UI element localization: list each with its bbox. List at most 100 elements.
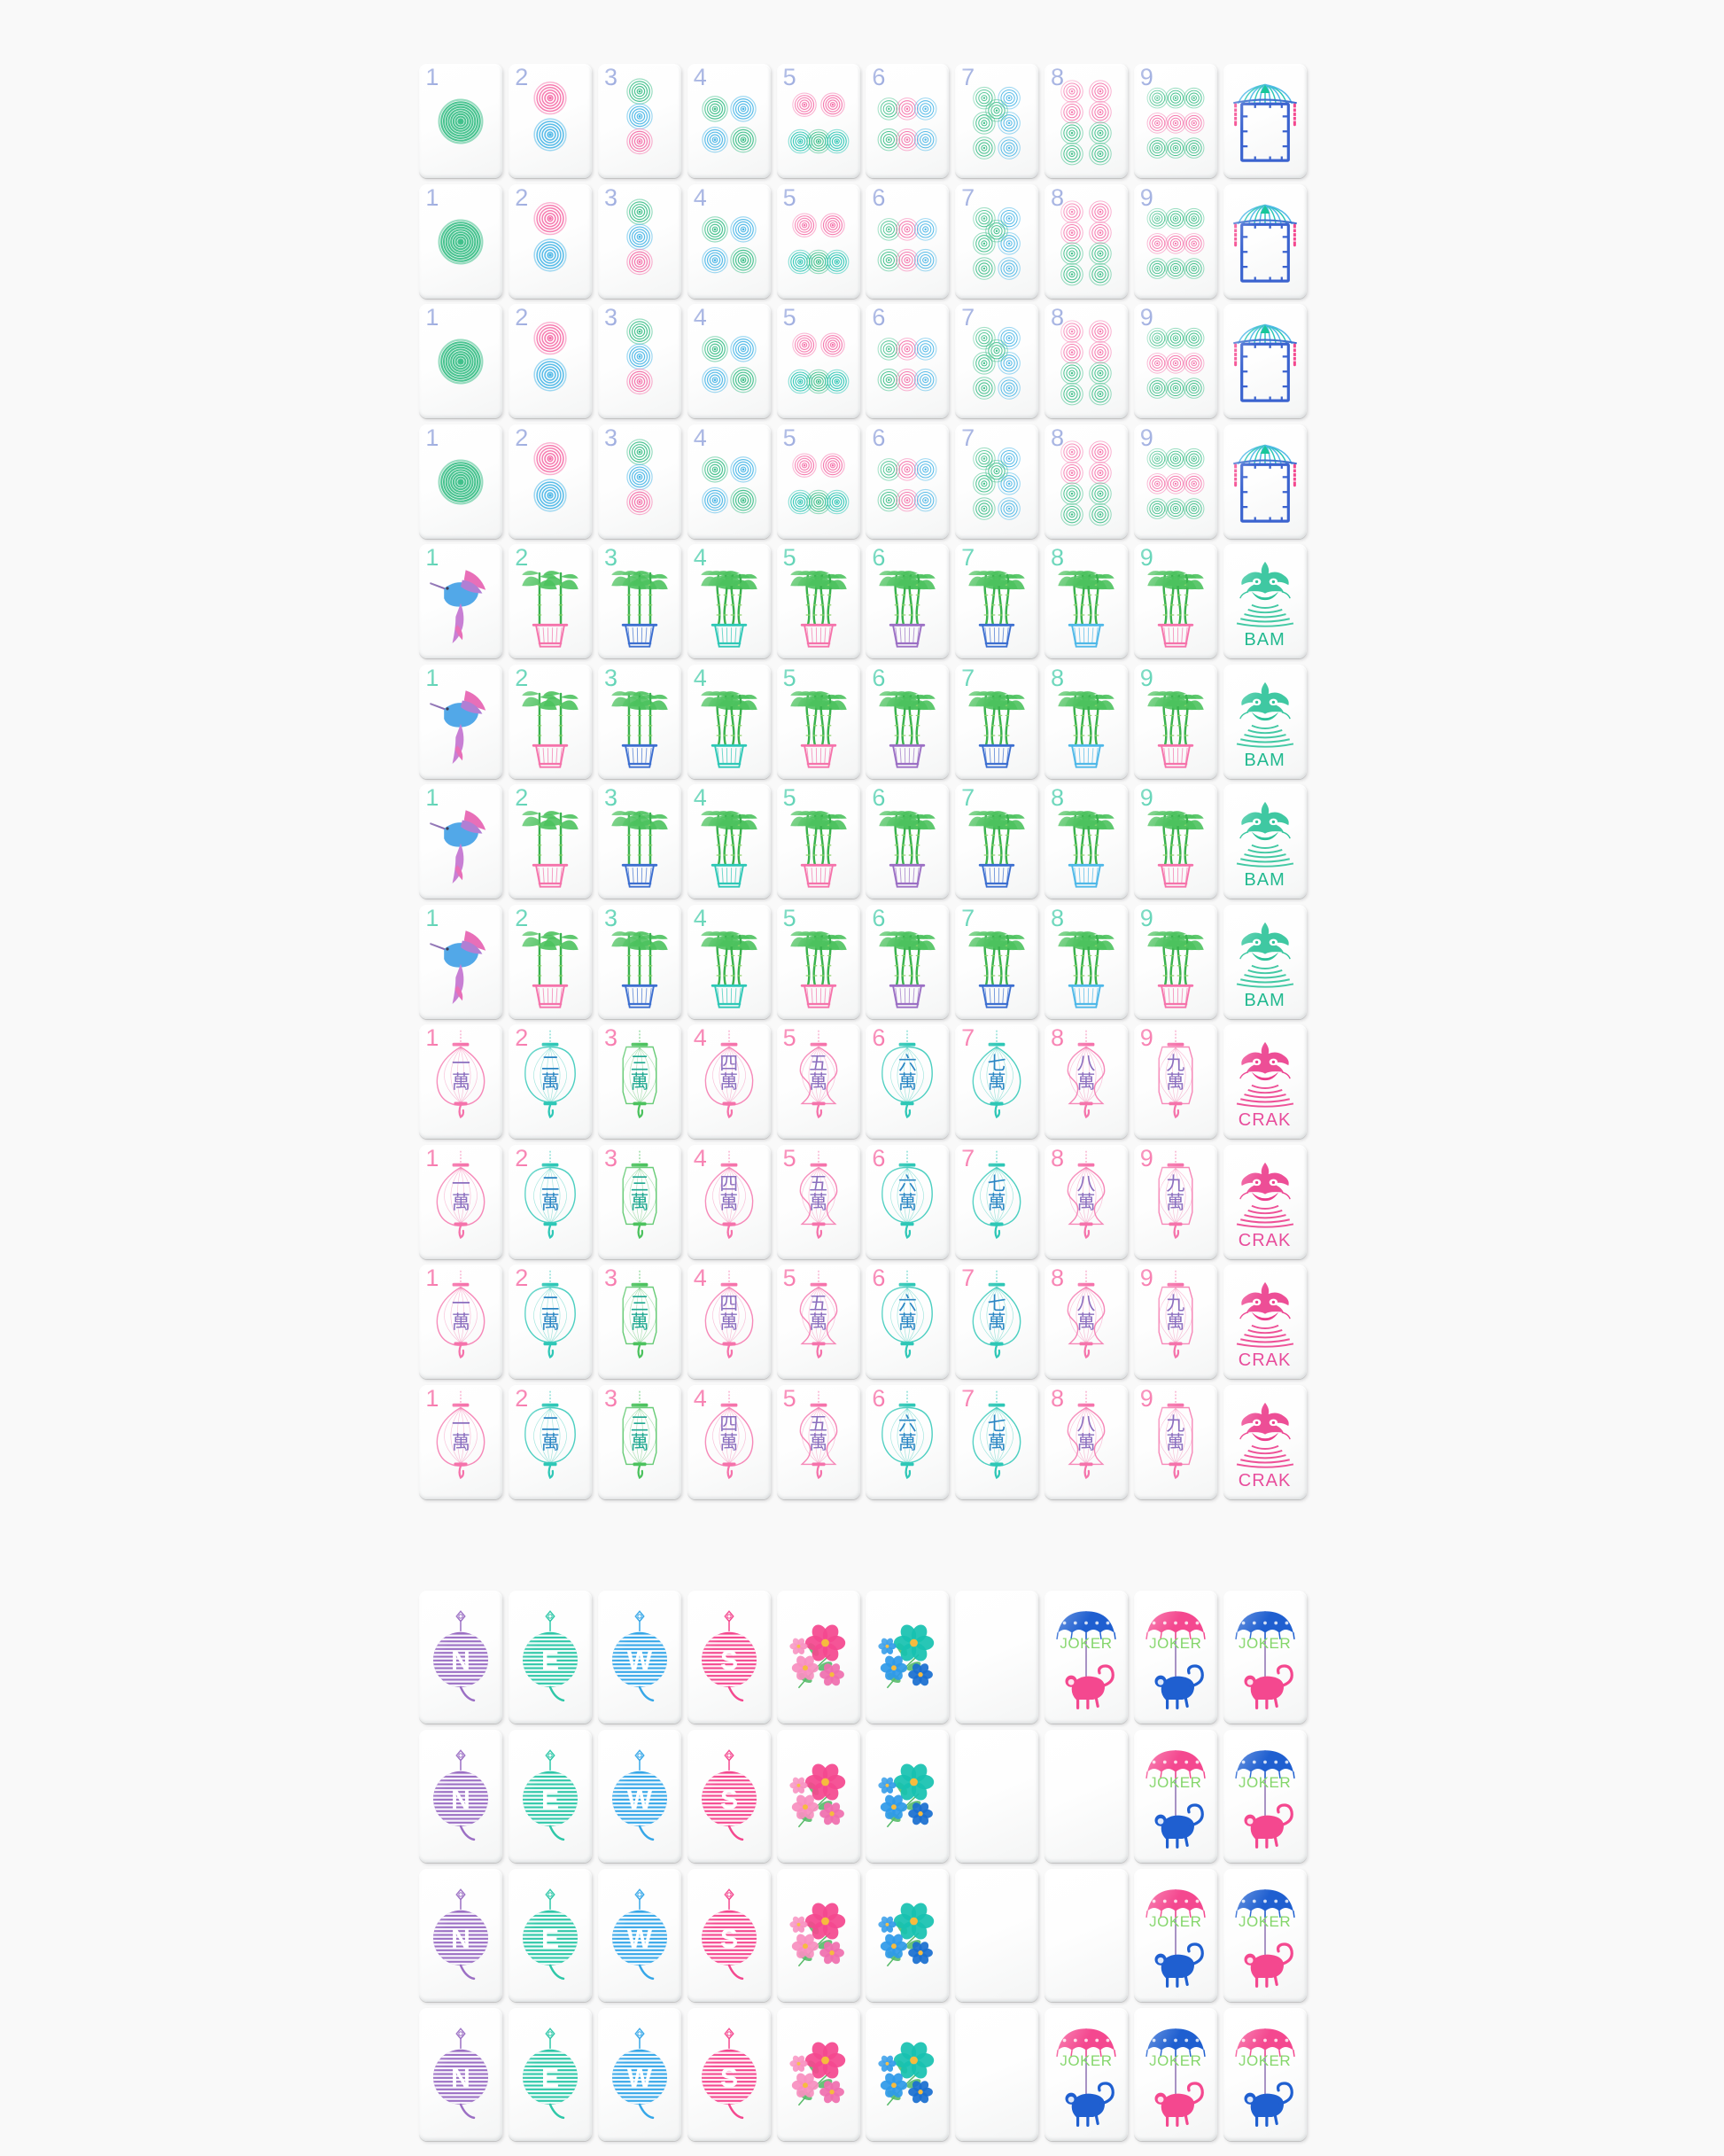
- tile-dot-1[interactable]: 1: [419, 183, 503, 299]
- tile-crak-6[interactable]: 6 六 萬: [866, 1024, 950, 1139]
- tile-crak-8[interactable]: 8 八 萬: [1044, 1144, 1128, 1259]
- tile-bam-4[interactable]: 4: [687, 784, 771, 899]
- tile-wind-e[interactable]: E: [509, 1869, 593, 2002]
- tile-crak-7[interactable]: 7 七 萬: [955, 1024, 1039, 1139]
- tile-dot-8[interactable]: 8: [1044, 64, 1128, 178]
- tile-bam-4[interactable]: 4: [687, 904, 771, 1019]
- tile-wind-e[interactable]: E: [509, 2008, 593, 2141]
- tile-crak-4[interactable]: 4 四 萬: [687, 1384, 771, 1499]
- tile-bam-5[interactable]: 5: [776, 904, 860, 1019]
- tile-dot-9[interactable]: 9: [1133, 424, 1217, 539]
- tile-blank[interactable]: [955, 2008, 1039, 2141]
- tile-dot-7[interactable]: 7: [955, 183, 1039, 299]
- tile-bam-8[interactable]: 8: [1044, 664, 1128, 779]
- tile-crak-6[interactable]: 6 六 萬: [866, 1384, 950, 1499]
- tile-flower-pink[interactable]: [776, 1869, 860, 2002]
- tile-wind-w[interactable]: W: [597, 1869, 681, 2002]
- tile-dot-5[interactable]: 5: [776, 183, 860, 299]
- tile-bam-2[interactable]: 2: [509, 544, 593, 658]
- tile-crak-8[interactable]: 8 八 萬: [1044, 1265, 1128, 1379]
- tile-dot-3[interactable]: 3: [597, 424, 681, 539]
- tile-crak-5[interactable]: 5 五 萬: [776, 1144, 860, 1259]
- tile-dragon-crak-crak[interactable]: CRAK: [1223, 1024, 1307, 1139]
- tile-dot-9[interactable]: 9: [1133, 183, 1217, 299]
- tile-dot-2[interactable]: 2: [509, 64, 593, 178]
- tile-wind-w[interactable]: W: [597, 1730, 681, 1863]
- tile-crak-2[interactable]: 2 二 萬: [509, 1144, 593, 1259]
- tile-blank[interactable]: [955, 1730, 1039, 1863]
- tile-wind-n[interactable]: N: [419, 1591, 503, 1724]
- tile-crak-8[interactable]: 8 八 萬: [1044, 1384, 1128, 1499]
- tile-bam-3[interactable]: 3: [597, 784, 681, 899]
- tile-dot-1[interactable]: 1: [419, 424, 503, 539]
- tile-wind-s[interactable]: S: [687, 1869, 771, 2002]
- tile-dot-6[interactable]: 6: [866, 424, 950, 539]
- tile-pagoda-[interactable]: [1223, 424, 1307, 539]
- tile-joker[interactable]: JOKER: [1133, 1730, 1217, 1863]
- tile-bam-4[interactable]: 4: [687, 544, 771, 658]
- tile-bam-7[interactable]: 7: [955, 784, 1039, 899]
- tile-bam-7[interactable]: 7: [955, 664, 1039, 779]
- tile-dot-2[interactable]: 2: [509, 424, 593, 539]
- tile-dragon-bam-bam[interactable]: BAM: [1223, 904, 1307, 1019]
- tile-flower-pink[interactable]: [776, 1730, 860, 1863]
- tile-dot-3[interactable]: 3: [597, 304, 681, 418]
- tile-dot-4[interactable]: 4: [687, 183, 771, 299]
- tile-crak-3[interactable]: 3 三 萬: [597, 1024, 681, 1139]
- tile-bird-1[interactable]: 1: [419, 664, 503, 779]
- tile-crak-9[interactable]: 9 九 萬: [1133, 1024, 1217, 1139]
- tile-wind-n[interactable]: N: [419, 2008, 503, 2141]
- tile-blank[interactable]: [1044, 1869, 1128, 2002]
- tile-pagoda-[interactable]: [1223, 304, 1307, 418]
- tile-wind-w[interactable]: W: [597, 2008, 681, 2141]
- tile-flower-blue[interactable]: [866, 1869, 950, 2002]
- tile-crak-1[interactable]: 1 一 萬: [419, 1265, 503, 1379]
- tile-dot-7[interactable]: 7: [955, 64, 1039, 178]
- tile-crak-9[interactable]: 9 九 萬: [1133, 1265, 1217, 1379]
- tile-bam-9[interactable]: 9: [1133, 664, 1217, 779]
- tile-flower-blue[interactable]: [866, 1730, 950, 1863]
- tile-bam-2[interactable]: 2: [509, 904, 593, 1019]
- tile-crak-5[interactable]: 5 五 萬: [776, 1024, 860, 1139]
- tile-dot-8[interactable]: 8: [1044, 183, 1128, 299]
- tile-crak-7[interactable]: 7 七 萬: [955, 1384, 1039, 1499]
- tile-blank[interactable]: [955, 1591, 1039, 1724]
- tile-dot-1[interactable]: 1: [419, 64, 503, 178]
- tile-bam-5[interactable]: 5: [776, 544, 860, 658]
- tile-dragon-crak-crak[interactable]: CRAK: [1223, 1384, 1307, 1499]
- tile-bird-1[interactable]: 1: [419, 784, 503, 899]
- tile-crak-3[interactable]: 3 三 萬: [597, 1265, 681, 1379]
- tile-dot-8[interactable]: 8: [1044, 424, 1128, 539]
- tile-dot-3[interactable]: 3: [597, 64, 681, 178]
- tile-dot-6[interactable]: 6: [866, 183, 950, 299]
- tile-bam-6[interactable]: 6: [866, 544, 950, 658]
- tile-bam-5[interactable]: 5: [776, 784, 860, 899]
- tile-crak-1[interactable]: 1 一 萬: [419, 1024, 503, 1139]
- tile-crak-1[interactable]: 1 一 萬: [419, 1144, 503, 1259]
- tile-crak-5[interactable]: 5 五 萬: [776, 1384, 860, 1499]
- tile-flower-blue[interactable]: [866, 1591, 950, 1724]
- tile-dot-6[interactable]: 6: [866, 64, 950, 178]
- tile-dot-5[interactable]: 5: [776, 304, 860, 418]
- tile-wind-e[interactable]: E: [509, 1591, 593, 1724]
- tile-blank[interactable]: [1044, 1730, 1128, 1863]
- tile-dot-1[interactable]: 1: [419, 304, 503, 418]
- tile-joker[interactable]: JOKER: [1223, 1869, 1307, 2002]
- tile-bam-2[interactable]: 2: [509, 664, 593, 779]
- tile-crak-2[interactable]: 2 二 萬: [509, 1024, 593, 1139]
- tile-crak-6[interactable]: 6 六 萬: [866, 1144, 950, 1259]
- tile-bam-6[interactable]: 6: [866, 904, 950, 1019]
- tile-crak-9[interactable]: 9 九 萬: [1133, 1384, 1217, 1499]
- tile-dot-7[interactable]: 7: [955, 424, 1039, 539]
- tile-bam-4[interactable]: 4: [687, 664, 771, 779]
- tile-dot-9[interactable]: 9: [1133, 64, 1217, 178]
- tile-dot-5[interactable]: 5: [776, 424, 860, 539]
- tile-wind-e[interactable]: E: [509, 1730, 593, 1863]
- tile-wind-n[interactable]: N: [419, 1869, 503, 2002]
- tile-wind-s[interactable]: S: [687, 2008, 771, 2141]
- tile-dot-3[interactable]: 3: [597, 183, 681, 299]
- tile-bam-6[interactable]: 6: [866, 784, 950, 899]
- tile-bird-1[interactable]: 1: [419, 904, 503, 1019]
- tile-joker[interactable]: JOKER: [1223, 1730, 1307, 1863]
- tile-dot-8[interactable]: 8: [1044, 304, 1128, 418]
